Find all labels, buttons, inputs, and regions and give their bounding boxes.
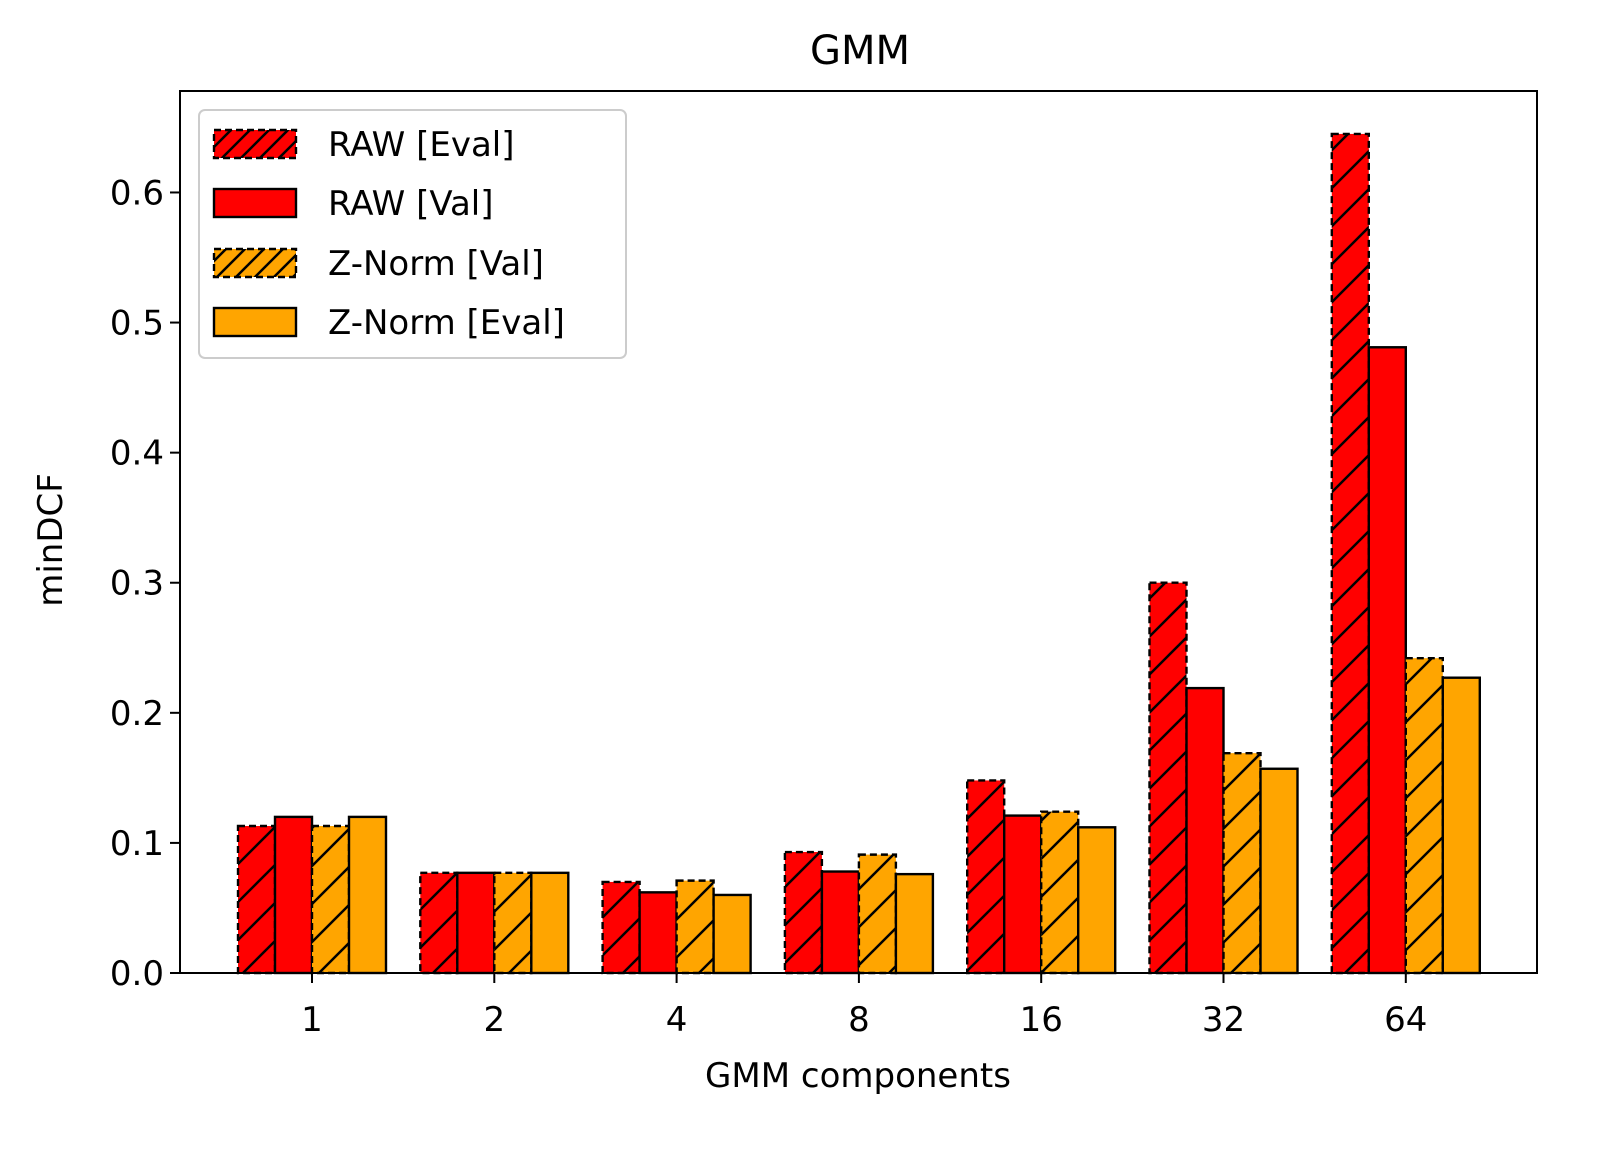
x-axis-label: GMM components bbox=[705, 1056, 1011, 1096]
y-tick-label: 0.6 bbox=[110, 173, 164, 213]
x-tick-label: 1 bbox=[301, 1000, 323, 1040]
bar-raw-eval-8-hatch bbox=[784, 852, 822, 973]
y-tick-label: 0.4 bbox=[110, 434, 164, 474]
legend-swatch-raw-val-edge bbox=[212, 187, 298, 219]
bar-raw-eval-32-hatch bbox=[1149, 582, 1187, 973]
legend: RAW [Eval] RAW [Val] Z-Norm [Val] Z-Norm [E… bbox=[198, 109, 627, 359]
x-tick-label: 16 bbox=[1020, 1000, 1063, 1040]
bar-raw-eval-2-hatch bbox=[420, 872, 458, 973]
bar-z-norm-val-8-hatch bbox=[858, 854, 896, 973]
x-axis: 1 2 4 8 16 32 64 bbox=[301, 973, 1427, 1040]
bar-z-norm-val-2-hatch bbox=[494, 872, 532, 973]
x-tick-label: 2 bbox=[483, 1000, 505, 1040]
x-tick-label: 32 bbox=[1202, 1000, 1245, 1040]
bar-z-norm-eval-2 bbox=[531, 872, 569, 973]
bar-z-norm-val-16-hatch bbox=[1041, 811, 1079, 973]
bar-raw-val-32 bbox=[1186, 688, 1224, 973]
y-tick-label: 0.0 bbox=[110, 954, 164, 994]
bar-raw-val-2 bbox=[457, 872, 495, 973]
legend-swatch-z-norm-eval-edge bbox=[212, 306, 298, 338]
chart-title: GMM bbox=[810, 28, 910, 74]
bar-raw-val-4 bbox=[639, 892, 677, 973]
legend-swatch-raw-val bbox=[214, 189, 296, 217]
legend-label-raw-eval: RAW [Eval] bbox=[328, 125, 515, 165]
bar-raw-val-16 bbox=[1004, 815, 1042, 973]
bar-z-norm-eval-32 bbox=[1260, 768, 1298, 973]
legend-frame bbox=[198, 109, 627, 359]
bar-z-norm-val-4-hatch bbox=[676, 880, 714, 973]
x-tick-label: 4 bbox=[666, 1000, 688, 1040]
bar-raw-val-1 bbox=[275, 816, 312, 973]
bar-z-norm-eval-16 bbox=[1078, 827, 1116, 973]
bar-z-norm-val-64-hatch bbox=[1405, 658, 1443, 973]
bar-raw-eval-16-hatch bbox=[967, 780, 1005, 973]
bar-z-norm-val-32-hatch bbox=[1223, 753, 1261, 973]
legend-label-z-norm-val: Z-Norm [Val] bbox=[328, 244, 544, 284]
y-axis-label: minDCF bbox=[31, 473, 71, 607]
bar-raw-eval-4-hatch bbox=[602, 881, 640, 973]
y-axis: 0.0 0.1 0.2 0.3 0.4 0.5 0.6 bbox=[110, 173, 180, 994]
bars-group bbox=[236, 132, 1482, 975]
legend-swatch-z-norm-val-hatch bbox=[214, 249, 296, 277]
y-tick-label: 0.5 bbox=[110, 304, 164, 344]
legend-swatch-raw-eval-hatch bbox=[214, 130, 296, 158]
bar-raw-eval-64-hatch bbox=[1331, 133, 1369, 973]
y-tick-label: 0.1 bbox=[110, 824, 164, 864]
y-tick-label: 0.2 bbox=[110, 694, 164, 734]
bar-z-norm-val-1-hatch bbox=[312, 826, 349, 973]
bar-z-norm-eval-4 bbox=[713, 894, 751, 973]
x-tick-label: 8 bbox=[848, 1000, 870, 1040]
legend-swatch-z-norm-eval bbox=[214, 308, 296, 336]
bar-raw-eval-1-hatch bbox=[238, 826, 275, 973]
bar-z-norm-eval-64 bbox=[1442, 677, 1480, 973]
legend-label-z-norm-eval: Z-Norm [Eval] bbox=[328, 303, 565, 343]
x-tick-label: 64 bbox=[1384, 1000, 1427, 1040]
bar-raw-val-8 bbox=[821, 871, 859, 973]
y-tick-label: 0.3 bbox=[110, 564, 164, 604]
bar-z-norm-eval-1 bbox=[349, 816, 386, 973]
legend-label-raw-val: RAW [Val] bbox=[328, 184, 494, 224]
bar-raw-val-64 bbox=[1368, 347, 1406, 974]
bar-z-norm-eval-8 bbox=[895, 874, 933, 973]
